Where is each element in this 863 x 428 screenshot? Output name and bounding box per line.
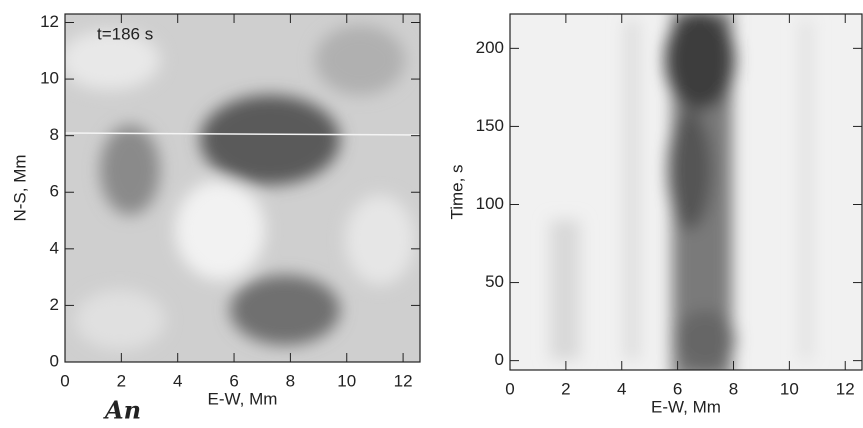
y-tick-label: 200 <box>476 38 504 57</box>
x-tick-label: 12 <box>394 371 413 390</box>
x-axis-label: E-W, Mm <box>208 389 278 408</box>
x-tick-label: 0 <box>60 371 69 390</box>
x-tick-label: 6 <box>229 371 238 390</box>
y-tick-label: 10 <box>40 69 59 88</box>
x-tick-label: 4 <box>617 379 626 398</box>
x-tick-label: 4 <box>173 371 182 390</box>
x-tick-label: 10 <box>780 379 799 398</box>
image-panel-1 <box>65 14 420 362</box>
x-tick-label: 10 <box>337 371 356 390</box>
x-tick-label: 6 <box>673 379 682 398</box>
annotation: t=186 s <box>97 24 153 43</box>
y-tick-label: 2 <box>50 295 59 314</box>
x-tick-label: 12 <box>836 379 855 398</box>
y-tick-label: 0 <box>50 351 59 370</box>
x-tick-label: 2 <box>117 371 126 390</box>
x-tick-label: 2 <box>561 379 570 398</box>
y-tick-label: 50 <box>485 272 504 291</box>
y-tick-label: 6 <box>50 182 59 201</box>
y-axis-label: Time, s <box>447 164 466 219</box>
y-tick-label: 0 <box>495 350 504 369</box>
x-axis-label: E-W, Mm <box>651 397 721 416</box>
y-tick-label: 100 <box>476 194 504 213</box>
plot-frame <box>64 13 421 363</box>
y-tick-label: 150 <box>476 116 504 135</box>
y-tick-label: 4 <box>50 238 59 257</box>
handwritten-note: An <box>103 396 141 425</box>
x-tick-label: 0 <box>505 379 514 398</box>
plot-frame <box>509 13 863 371</box>
x-tick-label: 8 <box>729 379 738 398</box>
y-tick-label: 12 <box>40 12 59 31</box>
x-tick-label: 8 <box>286 371 295 390</box>
y-tick-label: 8 <box>50 125 59 144</box>
image-panel-2 <box>510 14 862 370</box>
y-axis-label: N-S, Mm <box>10 154 29 221</box>
